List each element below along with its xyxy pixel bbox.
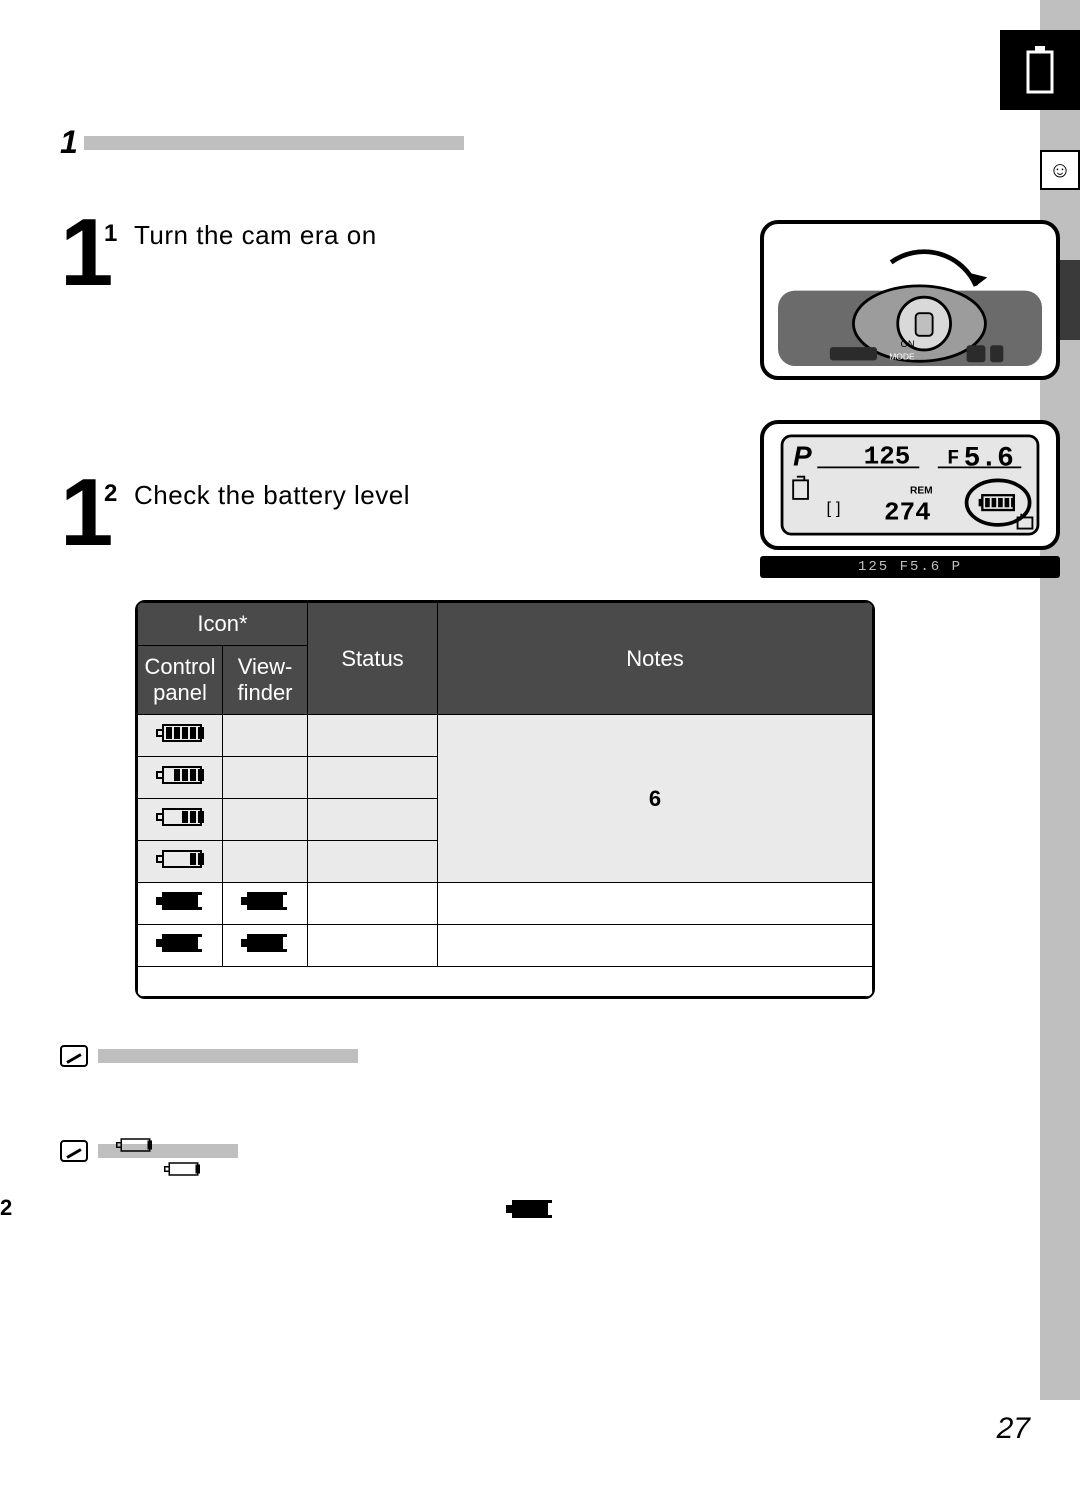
svg-text:[ ]: [ ] — [827, 499, 841, 518]
footnote-ref: 2 — [0, 1195, 12, 1221]
table-row — [138, 925, 873, 967]
battery-status-table: Icon* Status Notes Control panel View- f… — [135, 600, 875, 999]
note-1-redacted — [98, 1049, 358, 1063]
notes-cell: 6 — [438, 715, 873, 883]
lcd-shutter: 125 — [864, 442, 911, 472]
section-title-redacted — [84, 136, 464, 150]
lcd-mode: P — [793, 441, 812, 472]
camera-power-illustration: ON MODE — [760, 220, 1060, 380]
svg-text:ON: ON — [901, 338, 915, 349]
lcd-remaining: 274 — [884, 497, 931, 527]
table-body: 6 — [138, 715, 873, 997]
th-control-panel: Control panel — [138, 646, 223, 715]
svg-text:MODE: MODE — [889, 351, 915, 361]
th-icon: Icon* — [138, 603, 308, 646]
section-number: 1 — [60, 124, 78, 161]
page-sidebar — [1040, 0, 1080, 1400]
step-1-1-text: Turn the cam era on — [134, 220, 377, 251]
battery-icon — [116, 1137, 152, 1154]
battery-icon — [241, 890, 289, 912]
step-sub-number: 2 — [104, 480, 117, 508]
battery-icon — [156, 932, 204, 954]
table-row — [138, 883, 873, 925]
tab-portrait-icon: ☺ — [1040, 150, 1080, 190]
th-viewfinder: View- finder — [223, 646, 308, 715]
page-number: 27 — [997, 1412, 1030, 1446]
note-2-battery-icons — [110, 1134, 152, 1161]
battery-icon — [156, 890, 204, 912]
lcd-aperture: 5.6 — [964, 444, 1014, 475]
battery-icon — [241, 932, 289, 954]
th-status: Status — [308, 603, 438, 715]
battery-icon — [164, 1161, 200, 1178]
step-1-2-text: Check the battery level — [134, 480, 410, 511]
pencil-icon — [60, 1140, 88, 1162]
tab-battery-icon — [1000, 30, 1080, 110]
table-footnote-row — [138, 967, 873, 997]
battery-icon — [156, 764, 204, 786]
lcd-panel-illustration: P 125 F 5.6 [ ] REM 274 — [760, 420, 1060, 550]
notes-ref: 6 — [649, 786, 661, 811]
step-sub-number: 1 — [104, 220, 117, 248]
footnote-battery-icon — [506, 1198, 554, 1225]
lcd-rem-label: REM — [910, 485, 933, 496]
th-notes: Notes — [438, 603, 873, 715]
viewfinder-text: 125 F5.6 P — [858, 559, 962, 575]
battery-icon — [156, 848, 204, 870]
viewfinder-strip: 125 F5.6 P — [760, 556, 1060, 578]
pencil-icon — [60, 1045, 88, 1067]
section-header: 1 — [60, 130, 960, 160]
battery-icon — [156, 722, 204, 744]
note-1 — [60, 1045, 358, 1071]
table-row: 6 — [138, 715, 873, 757]
battery-icon — [156, 806, 204, 828]
